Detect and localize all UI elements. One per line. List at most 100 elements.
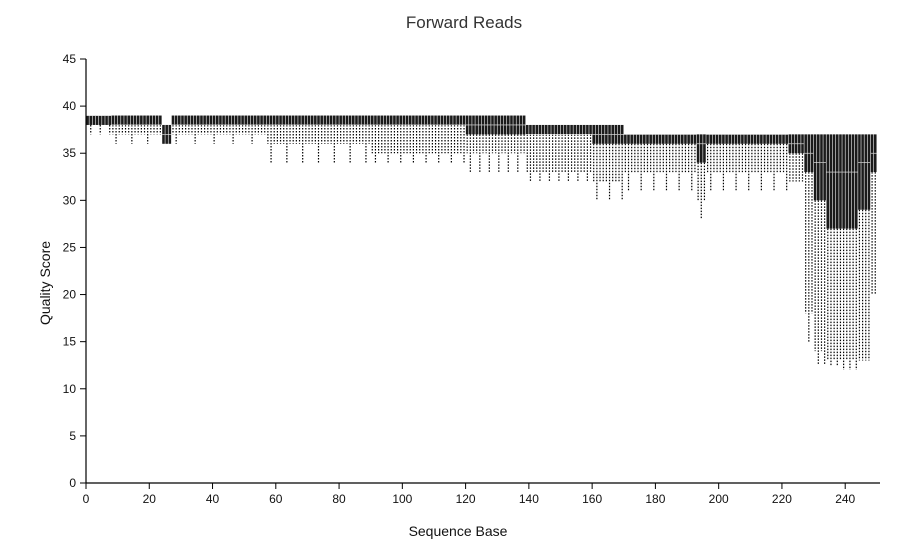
x-tick-label: 160 [582, 492, 602, 506]
box [234, 115, 238, 125]
box-base-96 [386, 115, 390, 163]
box-base-215 [763, 134, 766, 173]
box-base-7 [105, 115, 108, 125]
box [525, 124, 529, 135]
box-base-226 [798, 134, 801, 182]
box [557, 124, 561, 135]
box [266, 115, 270, 125]
box [671, 134, 675, 144]
box [655, 134, 659, 144]
box [124, 115, 127, 125]
box-base-74 [317, 115, 320, 163]
box [117, 115, 121, 125]
box [136, 115, 140, 125]
box [772, 134, 776, 144]
box-base-166 [608, 124, 611, 201]
box-base-109 [427, 115, 431, 154]
box [867, 134, 871, 210]
box-base-72 [310, 115, 314, 144]
box-base-2 [89, 115, 93, 135]
box-base-160 [589, 124, 592, 173]
box-base-33 [187, 115, 191, 135]
box [715, 134, 719, 144]
box [532, 124, 535, 135]
box-base-207 [737, 134, 741, 173]
box-base-86 [355, 115, 358, 144]
box-base-61 [276, 115, 279, 144]
box-base-21 [149, 115, 153, 135]
box [684, 134, 687, 144]
box-base-141 [529, 124, 532, 182]
box-base-246 [861, 134, 864, 361]
box-base-241 [845, 134, 849, 361]
box [668, 134, 671, 144]
box [298, 115, 301, 125]
box-base-125 [478, 115, 482, 173]
box [377, 115, 380, 125]
box-base-28 [171, 115, 175, 135]
box-base-179 [649, 134, 652, 173]
box [851, 134, 855, 229]
box-base-22 [152, 115, 156, 135]
box [127, 115, 131, 125]
x-tick-label: 100 [392, 492, 412, 506]
box [149, 115, 153, 125]
box-base-190 [684, 134, 687, 173]
box-base-59 [269, 115, 273, 163]
box [696, 134, 700, 163]
box-base-181 [655, 134, 659, 173]
box [295, 115, 298, 125]
box [231, 115, 235, 125]
box-base-237 [832, 134, 836, 361]
box-base-1 [86, 115, 89, 125]
box-base-135 [510, 115, 513, 154]
box-base-219 [775, 134, 779, 173]
y-tick-label: 0 [69, 476, 76, 490]
box [680, 134, 684, 144]
box [718, 134, 722, 144]
box-base-51 [244, 115, 248, 135]
box-base-114 [443, 115, 447, 154]
box-base-108 [424, 115, 428, 163]
box [744, 134, 747, 144]
box [130, 115, 134, 125]
box-base-82 [342, 115, 346, 144]
box [215, 115, 219, 125]
box-base-218 [772, 134, 776, 191]
box-base-41 [212, 115, 216, 144]
x-tick-label: 80 [332, 492, 346, 506]
box [722, 134, 725, 144]
box-base-110 [431, 115, 434, 154]
box-base-172 [627, 134, 630, 191]
box-base-194 [696, 134, 700, 201]
box [548, 124, 551, 135]
box-base-138 [519, 115, 523, 154]
box-base-175 [636, 134, 640, 173]
box [677, 134, 681, 144]
x-tick-label: 60 [269, 492, 283, 506]
box-base-75 [320, 115, 323, 144]
box [326, 115, 330, 125]
box [197, 115, 200, 125]
box [102, 115, 105, 125]
box-base-42 [215, 115, 219, 135]
box [304, 115, 308, 125]
box [222, 115, 225, 125]
box [140, 115, 143, 125]
box [845, 134, 849, 229]
box [276, 115, 279, 125]
box-base-130 [494, 115, 497, 154]
box [393, 115, 396, 125]
box [427, 115, 431, 125]
box-base-64 [285, 115, 289, 163]
box-base-243 [851, 134, 855, 361]
box [345, 115, 349, 125]
box-base-116 [450, 115, 453, 163]
box-base-210 [747, 134, 751, 191]
box-base-162 [595, 124, 599, 201]
box-base-56 [260, 115, 263, 135]
box-base-233 [820, 134, 823, 352]
box-base-25 [162, 124, 165, 144]
box [307, 115, 311, 125]
box-base-63 [282, 115, 286, 144]
